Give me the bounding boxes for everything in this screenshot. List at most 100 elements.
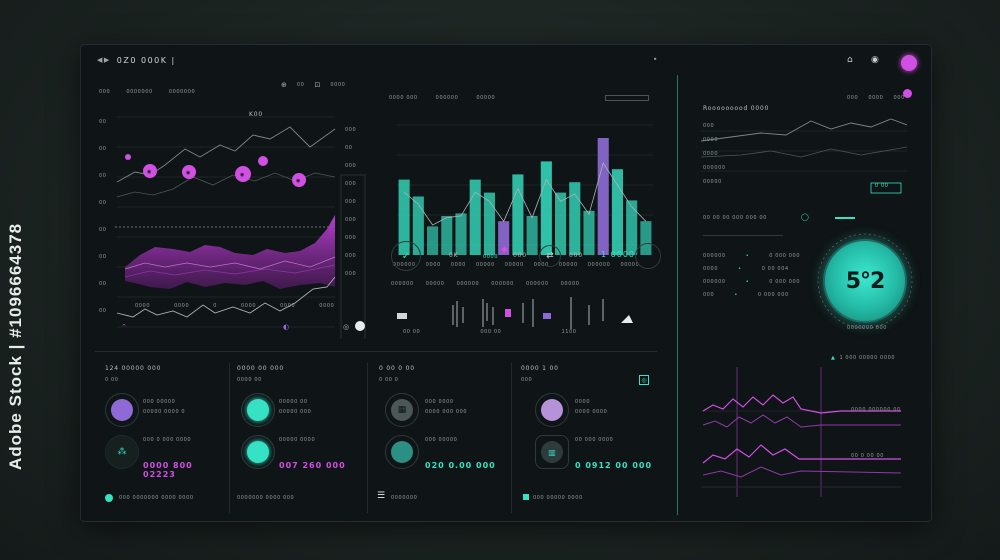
gauge-row-value: 0 000 000 xyxy=(769,279,801,285)
bar xyxy=(455,213,467,255)
x-axis: 0000 0000 0 0000 0000 0000 xyxy=(135,303,334,309)
card-icon xyxy=(385,435,419,469)
line-chart-panel: 000 0000000 0000000 ⊕ 00 ⊡ 0000 xyxy=(95,77,377,339)
x-tick: 00000 xyxy=(620,262,640,268)
card-footer: 0000000 xyxy=(391,495,418,501)
right-top-panel: Rooooooood 0000 000 0000 000 000 000 0 00… xyxy=(701,89,912,199)
refresh-icon[interactable]: ⊕ xyxy=(281,81,287,89)
card-item: 000 00000 xyxy=(425,437,458,443)
card-value: 0 0912 00 000 xyxy=(575,461,653,470)
card-divider xyxy=(367,363,368,513)
mid-lower-labels: 00 00 000 00 1100 xyxy=(403,329,577,335)
x-tick: 0000 xyxy=(174,303,190,309)
gauge-circle: 5°2 xyxy=(823,239,907,323)
gauge-rows: 000000 • 0 000 000 0000 • 0 00 004 000000 • 0 … xyxy=(703,253,800,298)
range-badge: 0 00 xyxy=(875,183,889,189)
export-icon[interactable]: ⊡ xyxy=(314,81,321,89)
control-label: 0K xyxy=(449,252,459,259)
mid-label: 00000 xyxy=(425,281,445,287)
menu-icon[interactable]: ☰ xyxy=(377,491,386,501)
panel-icon-label: 000 xyxy=(847,95,859,101)
profile-icon xyxy=(541,399,563,421)
view-icon[interactable]: ⌂ xyxy=(847,55,853,65)
control-knob[interactable] xyxy=(635,243,661,269)
line-chart-toolbar: ⊕ 00 ⊡ 0000 xyxy=(281,81,345,89)
gauge-section: 00 00 00 000 000 00 ◯ 000000 • 0 000 000 0… xyxy=(701,213,913,343)
svg-text:◉: ◉ xyxy=(147,169,151,175)
mid-label: 000000 xyxy=(525,281,549,287)
metric-card-3[interactable]: 0 00 0 00 0 00 0 ▦ 000 0000 0000 000 000… xyxy=(369,357,509,515)
signal-strip xyxy=(393,291,643,335)
control-dial[interactable]: ✓ xyxy=(391,241,421,271)
loader-icon: ◐ xyxy=(283,323,290,331)
bar xyxy=(640,221,652,255)
toggle-icon[interactable] xyxy=(355,321,365,331)
right-bottom-panel: ▲ 1 000 00000 0000 0000 000000 00 00 0 0… xyxy=(701,351,913,511)
bar xyxy=(569,182,581,255)
bar xyxy=(498,221,510,255)
bar xyxy=(526,216,538,255)
settings-chip[interactable]: ◎ xyxy=(639,375,649,385)
trend-line xyxy=(403,162,647,226)
card-icon: ▦ xyxy=(385,393,419,427)
card-item: 000 00000 xyxy=(143,399,176,405)
panel-title: Rooooooood 0000 xyxy=(703,105,770,112)
mid-lower-label: 1100 xyxy=(561,329,577,335)
bar xyxy=(611,169,623,255)
check-icon: ✓ xyxy=(401,250,411,262)
tab-1[interactable]: 000000 xyxy=(435,95,459,101)
legend-label: 00 0 00 00 xyxy=(851,453,885,459)
watermark-side-text: Adobe Stock | #1096664378 xyxy=(6,222,25,470)
card-title: 0 00 0 00 xyxy=(379,365,415,372)
gauge-row-dot: • xyxy=(745,279,750,285)
tab-1[interactable]: 0000000 xyxy=(126,89,153,95)
profile-avatar[interactable] xyxy=(901,55,917,71)
y-axis: 00 00 00 00 00 00 00 00 xyxy=(99,119,107,314)
card-title: 0000 1 00 xyxy=(521,365,559,372)
swap-icon[interactable]: ⇄ xyxy=(539,245,561,267)
gauge-row-dot: • xyxy=(745,253,750,259)
gauge-ring xyxy=(817,233,913,329)
gauge-row-value: 0 000 000 xyxy=(757,292,789,298)
tab-0[interactable]: 000 xyxy=(99,89,111,95)
card-value: 0000 800 02223 xyxy=(143,461,193,479)
panel-icons: 000 0000 000 xyxy=(847,95,905,101)
tab-0[interactable]: 0000 000 xyxy=(389,95,418,101)
wave-chart xyxy=(701,367,902,497)
menu-icon[interactable]: ◀▶ xyxy=(97,56,111,64)
metric-card-2[interactable]: 0000 00 000 0000 00 00000 00 00000 000 0… xyxy=(231,357,367,515)
toolbar-label: 00 xyxy=(296,82,305,88)
card-sub: 0000 00 xyxy=(237,377,262,383)
chart-icon xyxy=(111,399,133,421)
gauge-row-value: 0 000 000 xyxy=(769,253,801,259)
right-tick: 000 xyxy=(345,217,357,223)
top-bar: ◀▶ 0Z0 000K | • xyxy=(81,45,677,75)
mid-controls: ✓ 0K 0000 ◆ 000 ⇄ 000 1 0000 000000 0000… xyxy=(383,237,663,347)
data-marker xyxy=(258,156,268,166)
metric-card-4[interactable]: 0000 1 00 000 ◎ 0000 0000 0000 ▥ 00 000 … xyxy=(513,357,659,515)
card-icon xyxy=(241,435,275,469)
metric-card-1[interactable]: 124 00000 000 0 00 000 00000 00000 0000 … xyxy=(95,357,229,515)
x-tick: 0000 xyxy=(319,303,335,309)
gauge-row-label: 0000 xyxy=(703,266,719,272)
settings-icon[interactable]: ◎ xyxy=(343,323,350,331)
range-selector[interactable] xyxy=(605,95,649,101)
notification-icon[interactable]: ◉ xyxy=(871,55,879,65)
tab-2[interactable]: 00000 xyxy=(476,95,496,101)
legend-label: 0000 000000 00 xyxy=(851,407,901,413)
row-label: 000 xyxy=(703,123,715,129)
card-footer: 0000000 0000 000 xyxy=(237,495,295,501)
y-tick: 00 xyxy=(99,281,107,287)
gauge-caption: 00 00 00 000 000 00 xyxy=(703,215,767,221)
tab-2[interactable]: 0000000 xyxy=(168,89,196,95)
bar xyxy=(555,192,567,255)
gauge-row-dot: • xyxy=(734,292,738,298)
chevron-icon[interactable]: ⌃ xyxy=(121,323,127,331)
grid-icon: ▦ xyxy=(391,399,413,421)
cards-divider xyxy=(95,351,657,352)
control-value: 1 0000 xyxy=(601,250,635,259)
right-tick: 000 xyxy=(345,199,357,205)
ellipsis-icon[interactable]: • xyxy=(652,55,659,64)
gauge-row-dot: • xyxy=(738,266,742,272)
card-item: 00000 0000 xyxy=(279,437,316,443)
